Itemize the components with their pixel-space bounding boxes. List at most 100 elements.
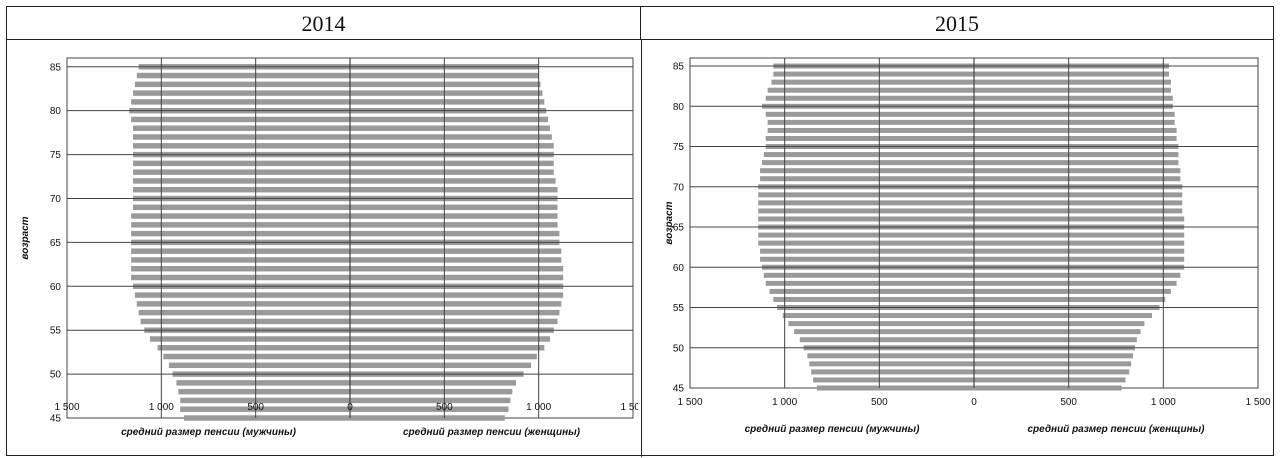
column-divider — [641, 40, 642, 457]
bar-female-59 — [350, 292, 564, 298]
x-tick-label-1: 1 000 — [149, 402, 174, 413]
bar-female-61 — [350, 274, 564, 281]
bar-male-57 — [769, 288, 974, 294]
bar-male-53 — [788, 321, 974, 327]
bar-male-61 — [131, 274, 350, 281]
bar-male-76 — [133, 143, 350, 149]
bar-male-53 — [157, 345, 350, 351]
x-axis-title-female: средний размер пенсии (женщины) — [1028, 424, 1206, 435]
bar-female-67 — [974, 208, 1183, 214]
bar-male-83 — [771, 79, 974, 85]
bar-male-49 — [176, 380, 350, 386]
bar-female-69 — [974, 192, 1183, 198]
bar-female-67 — [350, 222, 558, 228]
x-tick-label-5: 1 000 — [1151, 397, 1176, 408]
bar-female-61 — [974, 256, 1185, 262]
x-tick-label-3: 0 — [971, 397, 977, 408]
bar-male-73 — [761, 160, 974, 166]
bar-female-81 — [350, 99, 545, 105]
bar-female-79 — [974, 111, 1175, 117]
y-axis-title: возраст — [20, 216, 31, 259]
bar-male-77 — [767, 127, 974, 133]
x-axis-title-male: средний размер пенсии (мужчины) — [121, 427, 296, 438]
bar-female-77 — [974, 127, 1177, 133]
bar-male-74 — [133, 160, 350, 167]
y-tick-label-70: 70 — [50, 194, 62, 205]
x-tick-label-2: 500 — [871, 397, 888, 408]
bar-female-64 — [974, 232, 1185, 238]
bar-male-69 — [758, 192, 974, 198]
bar-male-47 — [180, 397, 350, 404]
bar-female-84 — [974, 71, 1170, 77]
bar-male-81 — [131, 99, 350, 105]
bar-male-68 — [131, 213, 350, 219]
x-tick-label-6: 1 500 — [1245, 397, 1270, 408]
y-tick-label-85: 85 — [673, 62, 685, 73]
bar-male-46 — [180, 406, 350, 412]
bar-male-84 — [136, 72, 350, 79]
bar-female-46 — [974, 377, 1126, 383]
y-tick-label-85: 85 — [50, 62, 62, 73]
bar-female-73 — [974, 160, 1179, 166]
bar-male-49 — [807, 353, 974, 359]
bar-male-66 — [131, 230, 350, 237]
bar-female-58 — [974, 280, 1177, 286]
bar-female-45 — [350, 415, 505, 421]
bar-female-57 — [974, 288, 1171, 294]
bar-male-52 — [163, 353, 350, 360]
bar-female-71 — [350, 186, 558, 193]
bar-female-56 — [350, 318, 558, 325]
y-tick-label-80: 80 — [673, 102, 685, 113]
bar-female-46 — [350, 406, 509, 412]
x-tick-label-2: 500 — [247, 402, 264, 413]
bar-female-62 — [974, 248, 1185, 254]
bar-male-67 — [131, 222, 350, 228]
chart-2015: 45 50 55 60 65 70 75 80 85 1 500 1 000 500 0 500 1 000… — [660, 40, 1272, 452]
bar-male-59 — [134, 292, 350, 298]
bar-female-52 — [350, 353, 537, 360]
bar-male-62 — [760, 248, 974, 254]
bar-male-47 — [811, 369, 974, 375]
bar-female-72 — [974, 168, 1181, 174]
bar-female-76 — [350, 143, 554, 149]
bar-female-63 — [350, 257, 562, 263]
header-2015: 2015 — [641, 7, 1273, 40]
y-tick-label-50: 50 — [50, 370, 62, 381]
bar-female-54 — [974, 313, 1152, 319]
bar-male-63 — [758, 240, 974, 246]
bar-male-81 — [765, 95, 974, 101]
bar-male-48 — [178, 388, 350, 395]
bar-female-78 — [350, 125, 550, 131]
bar-male-76 — [765, 135, 974, 141]
bar-female-47 — [350, 397, 511, 404]
bar-male-51 — [799, 337, 974, 343]
bar-female-83 — [974, 79, 1171, 85]
bar-female-69 — [350, 204, 558, 210]
bar-female-45 — [974, 385, 1122, 391]
y-tick-label-75: 75 — [50, 150, 62, 161]
bar-female-54 — [350, 336, 550, 342]
bar-male-52 — [794, 329, 974, 335]
bar-female-51 — [974, 337, 1137, 343]
figure-table: 2014 2015 — [6, 6, 1274, 457]
bar-male-56 — [773, 296, 974, 302]
bar-female-49 — [350, 380, 517, 386]
bar-male-71 — [133, 186, 350, 193]
bar-female-63 — [974, 240, 1185, 246]
bar-male-56 — [140, 318, 350, 325]
bar-male-46 — [813, 377, 974, 383]
bar-male-67 — [758, 208, 974, 214]
bar-male-83 — [134, 81, 350, 88]
bar-female-53 — [974, 321, 1145, 327]
bar-male-68 — [758, 200, 974, 206]
x-tick-label-4: 500 — [436, 402, 453, 413]
bar-male-54 — [150, 336, 350, 342]
bar-male-78 — [133, 125, 350, 131]
y-tick-label-65: 65 — [50, 238, 62, 249]
bar-male-54 — [782, 313, 974, 319]
bar-male-61 — [760, 256, 974, 262]
bar-male-62 — [131, 266, 350, 272]
bar-male-66 — [758, 216, 974, 222]
x-tick-label-3: 0 — [347, 402, 353, 413]
y-axis-title: возраст — [664, 201, 675, 244]
